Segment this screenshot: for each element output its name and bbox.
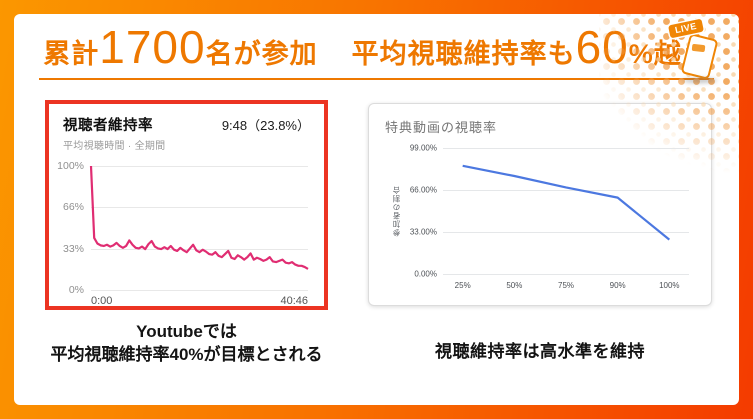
card-title: 特典動画の視聴率 <box>385 120 498 135</box>
retention-value: 9:48（23.8%） <box>221 118 310 133</box>
card-header: 視聴者維持率 9:48（23.8%） <box>63 114 310 135</box>
title-number-1700: 1700 <box>99 21 206 73</box>
y-axis-title: 参加者の割合 <box>392 185 401 237</box>
content-row: 視聴者維持率 9:48（23.8%） 平均視聴時間 · 全期間 100% 66% 3… <box>14 100 739 367</box>
bonus-video-view-rate-chart: 参加者の割合 99.00% 66.00% 33.00% 0.00% 25% 50% 75%… <box>385 144 693 290</box>
view-rate-line <box>443 148 689 274</box>
left-column: 視聴者維持率 9:48（23.8%） 平均視聴時間 · 全期間 100% 66% 3… <box>45 100 328 367</box>
slide-panel: LIVE 累計1700名が参加平均視聴維持率も60%越え 視聴者維持率 9:48… <box>14 14 739 405</box>
title-text: 平均視聴維持率も <box>351 39 576 69</box>
phone-shadow <box>683 78 717 83</box>
title-text: 名が参加 <box>205 39 318 69</box>
chart-plot-area: 参加者の割合 99.00% 66.00% 33.00% 0.00% 25% 50% 75%… <box>392 144 689 290</box>
caption-line: 平均視聴維持率40%が目標とされる <box>50 345 323 365</box>
phone-screen-tag-icon <box>691 43 706 53</box>
sheets-chart-card: 特典動画の視聴率 参加者の割合 99.00% 66.00% 33.00% 0.00% … <box>368 103 712 306</box>
card-subtitle: 平均視聴時間 · 全期間 <box>63 141 166 152</box>
right-column: 特典動画の視聴率 参加者の割合 99.00% 66.00% 33.00% 0.00% … <box>368 100 712 367</box>
left-caption: Youtubeでは 平均視聴維持率40%が目標とされる <box>45 320 328 367</box>
retention-line <box>91 166 308 290</box>
title-text: 累計 <box>43 39 100 69</box>
smartphone-icon <box>680 33 719 80</box>
live-phone-icon: LIVE <box>667 16 731 88</box>
chart-plot-area: 100% 66% 33% 0% 0:00 40:46 <box>57 160 308 307</box>
card-title: 視聴者維持率 <box>63 118 153 134</box>
youtube-retention-card: 視聴者維持率 9:48（23.8%） 平均視聴時間 · 全期間 100% 66% 3… <box>45 100 328 310</box>
viewer-retention-chart: 100% 66% 33% 0% 0:00 40:46 <box>57 160 310 307</box>
caption-line: Youtubeでは <box>136 322 237 341</box>
right-caption: 視聴維持率は高水準を維持 <box>435 342 645 361</box>
